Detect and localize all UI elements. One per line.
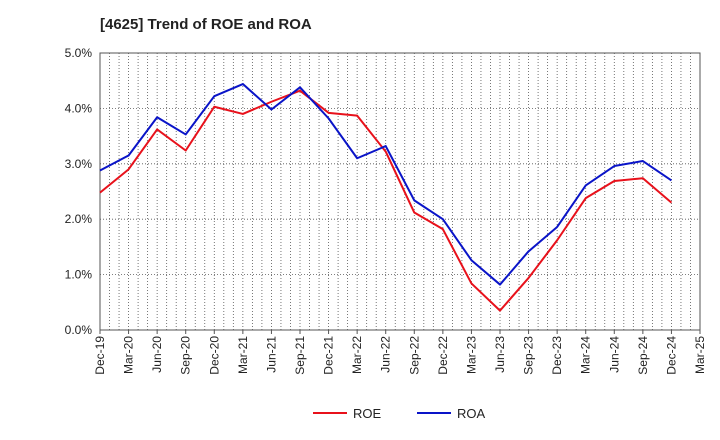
x-tick-label: Jun-23 (493, 336, 507, 373)
x-tick-label: Jun-20 (150, 336, 164, 373)
legend-label-roa: ROA (457, 406, 486, 421)
y-tick-label: 4.0% (65, 101, 93, 115)
y-tick-label: 2.0% (65, 212, 93, 226)
x-tick-label: Sep-20 (179, 336, 193, 375)
x-tick-label: Mar-25 (693, 336, 707, 374)
x-tick-label: Sep-23 (522, 336, 536, 375)
chart-title: [4625] Trend of ROE and ROA (100, 16, 312, 33)
x-tick-label: Mar-24 (579, 336, 593, 374)
legend-label-roe: ROE (353, 406, 382, 421)
x-tick-label: Mar-20 (122, 336, 136, 374)
plot-area (100, 53, 700, 330)
x-tick-label: Dec-21 (322, 336, 336, 375)
x-tick-label: Mar-21 (236, 336, 250, 374)
x-tick-label: Sep-22 (407, 336, 421, 375)
x-tick-label: Jun-21 (264, 336, 278, 373)
y-tick-label: 1.0% (65, 268, 93, 282)
x-tick-label: Dec-19 (93, 336, 107, 375)
x-tick-label: Dec-24 (664, 336, 678, 375)
series-line-roa (99, 83, 672, 286)
y-tick-label: 3.0% (65, 157, 93, 171)
y-tick-label: 0.0% (65, 323, 93, 337)
x-tick-label: Sep-24 (636, 336, 650, 375)
x-tick-label: Jun-24 (607, 336, 621, 373)
x-tick-label: Sep-21 (293, 336, 307, 375)
x-tick-label: Mar-23 (464, 336, 478, 374)
y-tick-label: 5.0% (65, 46, 93, 60)
series-line-roe (99, 89, 673, 312)
x-tick-label: Mar-22 (350, 336, 364, 374)
x-tick-label: Dec-23 (550, 336, 564, 375)
x-tick-label: Dec-22 (436, 336, 450, 375)
x-tick-label: Dec-20 (207, 336, 221, 375)
x-tick-label: Jun-22 (379, 336, 393, 373)
